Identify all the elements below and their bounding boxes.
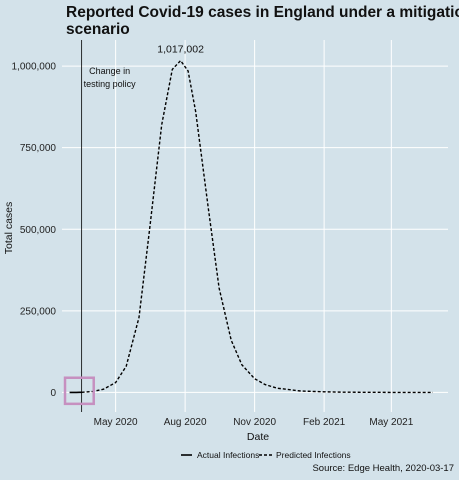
highlight-box (63, 376, 95, 406)
legend: Actual Infections Predicted Infections (181, 450, 351, 460)
legend-predicted-label: Predicted Infections (276, 450, 351, 460)
x-tick-label: Nov 2020 (233, 417, 276, 428)
chart-title-line1: Reported Covid-19 cases in England under… (66, 4, 459, 21)
chart-title-line2: scenario (66, 21, 130, 38)
vline-label-line2: testing policy (84, 79, 137, 89)
x-axis-ticks: May 2020 Aug 2020 Nov 2020 Feb 2021 May 2021 (94, 417, 414, 428)
vline-label-line1: Change in (89, 66, 130, 76)
legend-actual-label: Actual Infections (197, 450, 259, 460)
x-tick-label: May 2021 (369, 417, 413, 428)
x-tick-label: Aug 2020 (164, 417, 207, 428)
y-tick-label: 0 (50, 388, 56, 399)
y-tick-label: 250,000 (20, 306, 57, 317)
x-axis-label: Date (247, 431, 269, 443)
y-axis-label: Total cases (3, 202, 15, 255)
source-note: Source: Edge Health, 2020-03-17 (312, 463, 454, 474)
y-tick-label: 500,000 (20, 225, 57, 236)
y-axis-ticks: 0 250,000 500,000 750,000 1,000,000 (12, 62, 57, 399)
y-tick-label: 750,000 (20, 143, 57, 154)
x-tick-label: May 2020 (94, 417, 138, 428)
y-tick-label: 1,000,000 (12, 62, 57, 73)
peak-value-label: 1,017,002 (157, 44, 204, 56)
series-group (63, 40, 433, 412)
predicted-infections-line (81, 59, 433, 394)
x-tick-label: Feb 2021 (303, 417, 346, 428)
grid (62, 40, 448, 412)
